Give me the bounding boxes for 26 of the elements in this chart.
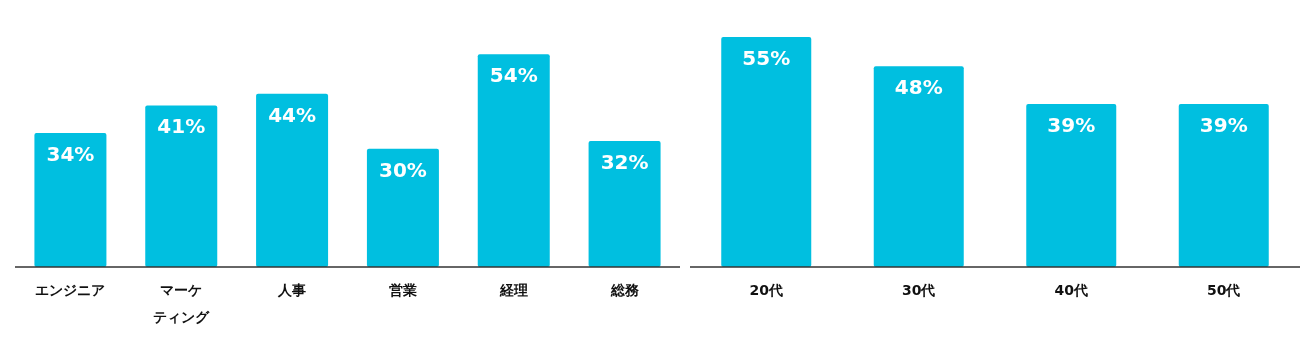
- x-tick-label: 20代: [749, 282, 783, 298]
- bar: [145, 105, 218, 267]
- data-label: 39%: [1199, 112, 1248, 137]
- x-tick-label: 30代: [902, 282, 936, 298]
- bar: [588, 140, 661, 267]
- bar: [366, 148, 439, 267]
- x-tick-label: エンジニア: [35, 282, 106, 298]
- data-label: 55%: [742, 46, 791, 71]
- x-tick-label: 総務: [609, 282, 640, 298]
- x-tick-label: マーケティング: [153, 282, 211, 325]
- bar: [34, 133, 107, 267]
- data-label: 48%: [894, 75, 943, 100]
- data-label: 32%: [600, 149, 649, 174]
- bar: [256, 93, 329, 267]
- data-label: 39%: [1047, 112, 1096, 137]
- x-tick-label: 営業: [388, 282, 417, 298]
- data-label: 54%: [489, 63, 538, 88]
- x-tick-label: 50代: [1207, 282, 1241, 298]
- data-label: 41%: [157, 114, 206, 139]
- bar: [477, 54, 550, 267]
- x-tick-label: 40代: [1054, 282, 1088, 298]
- x-tick-label: 経理: [498, 282, 528, 298]
- data-label: 30%: [378, 157, 427, 182]
- data-label: 44%: [268, 102, 317, 127]
- data-label: 34%: [46, 142, 95, 167]
- x-tick-label: 人事: [277, 282, 307, 298]
